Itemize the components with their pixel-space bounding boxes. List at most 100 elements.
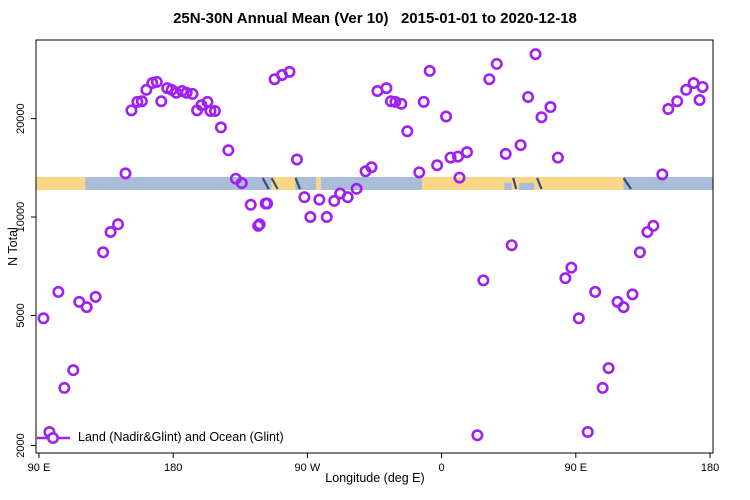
data-point bbox=[551, 151, 564, 164]
x-axis-title: Longitude (deg E) bbox=[325, 471, 425, 485]
data-point bbox=[135, 95, 148, 108]
data-point bbox=[350, 182, 363, 195]
data-point bbox=[696, 80, 709, 93]
data-point bbox=[380, 82, 393, 95]
coastline-streak bbox=[270, 177, 279, 190]
map-band-water-notch bbox=[519, 182, 535, 190]
data-point bbox=[401, 125, 414, 138]
data-point bbox=[208, 105, 221, 118]
coastline-streak bbox=[622, 177, 632, 190]
data-point bbox=[662, 103, 675, 116]
data-point bbox=[131, 95, 144, 108]
data-point bbox=[119, 167, 132, 180]
data-point bbox=[155, 95, 168, 108]
data-point bbox=[298, 191, 311, 204]
y-tick-label: 2000 bbox=[15, 433, 27, 457]
chart-title: 25N-30N Annual Mean (Ver 10) 2015-01-01 … bbox=[173, 10, 577, 27]
data-point bbox=[252, 219, 265, 232]
data-point bbox=[384, 95, 397, 108]
data-point bbox=[680, 83, 693, 96]
data-point bbox=[559, 272, 572, 285]
data-point bbox=[244, 198, 257, 211]
data-point bbox=[365, 161, 378, 174]
plot-border bbox=[35, 39, 714, 454]
data-point bbox=[581, 425, 594, 438]
map-band-segment-ocean bbox=[623, 176, 713, 190]
data-point bbox=[490, 57, 503, 70]
data-point bbox=[180, 86, 193, 99]
data-point bbox=[67, 364, 80, 377]
data-point bbox=[112, 218, 125, 231]
data-point bbox=[633, 246, 646, 259]
data-point bbox=[453, 171, 466, 184]
coastline-streak bbox=[294, 177, 301, 190]
data-point bbox=[283, 65, 296, 78]
data-point bbox=[290, 153, 303, 166]
data-point bbox=[522, 90, 535, 103]
data-point bbox=[514, 139, 527, 152]
data-point bbox=[444, 151, 457, 164]
data-point bbox=[565, 261, 578, 274]
coastline-streak bbox=[261, 177, 270, 190]
y-axis-title: N Total bbox=[6, 227, 20, 266]
data-point bbox=[471, 429, 484, 442]
map-band-segment-land bbox=[36, 176, 86, 190]
data-point bbox=[328, 194, 341, 207]
data-point bbox=[58, 381, 71, 394]
map-band-water-notch bbox=[504, 182, 512, 190]
data-point bbox=[214, 121, 227, 134]
data-point bbox=[313, 193, 326, 206]
x-tick-label: 0 bbox=[439, 462, 445, 474]
data-point bbox=[304, 211, 317, 224]
data-point bbox=[544, 101, 557, 114]
data-point bbox=[460, 146, 473, 159]
data-point bbox=[596, 381, 609, 394]
data-point bbox=[440, 110, 453, 123]
data-point bbox=[589, 285, 602, 298]
data-point bbox=[125, 104, 138, 117]
data-point bbox=[395, 97, 408, 110]
data-point bbox=[104, 225, 117, 238]
data-point bbox=[483, 73, 496, 86]
map-band-segment-land bbox=[316, 176, 321, 190]
x-tick-label: 90 E bbox=[28, 462, 51, 474]
data-point bbox=[235, 177, 248, 190]
data-point bbox=[499, 147, 512, 160]
legend-label: Land (Nadir&Glint) and Ocean (Glint) bbox=[78, 430, 284, 444]
map-band-segment-ocean bbox=[295, 176, 317, 190]
data-point bbox=[89, 290, 102, 303]
data-point bbox=[186, 87, 199, 100]
data-point bbox=[423, 64, 436, 77]
data-point bbox=[389, 95, 402, 108]
legend: Land (Nadir&Glint) and Ocean (Glint) bbox=[37, 428, 284, 446]
data-point bbox=[140, 83, 153, 96]
data-point bbox=[97, 246, 110, 259]
coastline-streak bbox=[536, 177, 543, 190]
data-point bbox=[529, 48, 542, 61]
map-band-segment-ocean bbox=[85, 176, 272, 190]
data-point bbox=[341, 191, 354, 204]
data-point bbox=[656, 168, 669, 181]
data-point bbox=[671, 95, 684, 108]
legend-marker-icon bbox=[37, 432, 70, 444]
data-point bbox=[693, 94, 706, 107]
x-tick-label: 180 bbox=[164, 462, 182, 474]
data-point bbox=[572, 312, 585, 325]
data-point bbox=[417, 95, 430, 108]
data-point bbox=[602, 362, 615, 375]
y-tick-label: 5000 bbox=[15, 303, 27, 327]
data-point bbox=[37, 312, 50, 325]
data-point bbox=[452, 150, 465, 163]
x-tick-label: 180 bbox=[701, 462, 719, 474]
data-point bbox=[535, 111, 548, 124]
data-point bbox=[617, 301, 630, 314]
x-tick-label: 90 W bbox=[295, 462, 321, 474]
data-point bbox=[261, 197, 274, 210]
data-point bbox=[204, 105, 217, 118]
data-point bbox=[647, 219, 660, 232]
data-point bbox=[150, 75, 163, 88]
data-point bbox=[477, 274, 490, 287]
data-point bbox=[505, 239, 518, 252]
